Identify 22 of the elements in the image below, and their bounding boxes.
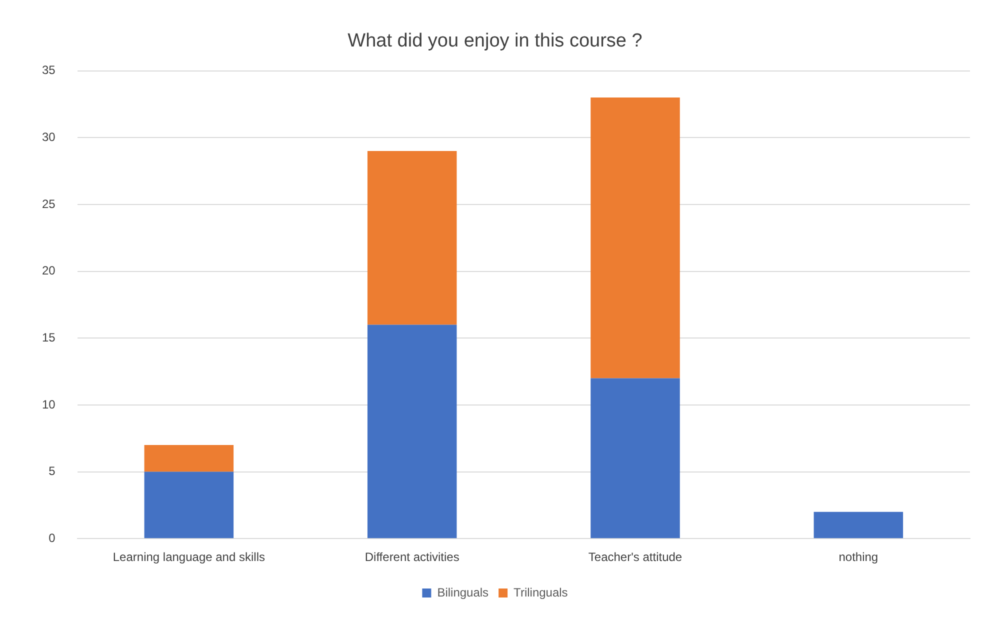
legend-label: Trilinguals xyxy=(514,585,568,600)
bar xyxy=(590,98,680,378)
y-tick-label: 20 xyxy=(42,264,56,278)
x-tick-label: Learning language and skills xyxy=(112,550,265,564)
bar xyxy=(144,472,234,538)
y-tick-label: 15 xyxy=(42,330,56,344)
bar xyxy=(144,445,234,472)
legend-label: Bilinguals xyxy=(437,585,489,600)
x-tick-label: Different activities xyxy=(364,550,460,564)
bar xyxy=(814,512,904,538)
y-tick-label: 30 xyxy=(42,130,56,144)
chart-title: What did you enjoy in this course ? xyxy=(348,30,642,52)
y-tick-label: 10 xyxy=(42,397,56,412)
x-tick-label: Teacher's attitude xyxy=(588,550,682,564)
x-tick-label: nothing xyxy=(838,550,878,564)
bar xyxy=(367,150,457,325)
y-tick-label: 25 xyxy=(42,196,56,211)
bar xyxy=(590,378,680,538)
y-tick-label: 0 xyxy=(48,530,56,545)
y-tick-label: 5 xyxy=(48,464,56,478)
y-tick-label: 35 xyxy=(42,63,56,78)
bar xyxy=(367,324,457,538)
